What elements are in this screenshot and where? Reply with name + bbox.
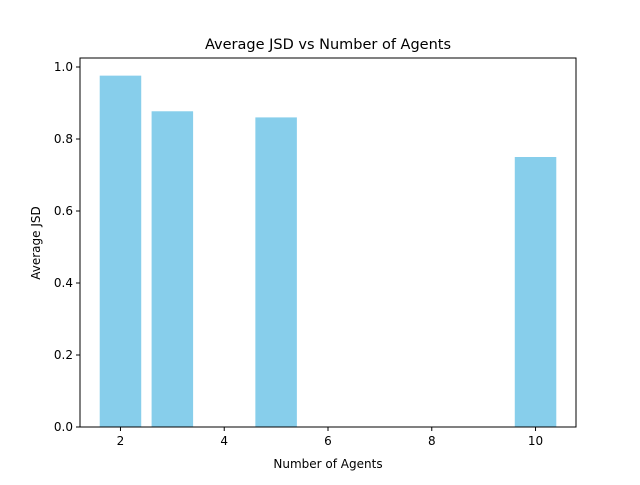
bars-layer (99, 75, 557, 428)
bar-agents-3 (151, 111, 194, 427)
y-tick-label: 1.0 (54, 60, 73, 74)
y-tick-label: 0.2 (54, 348, 73, 362)
x-tick-label: 6 (324, 434, 332, 448)
chart-title: Average JSD vs Number of Agents (205, 37, 451, 53)
bar-agents-2 (99, 75, 142, 427)
bar-agents-5 (255, 117, 297, 428)
x-tick-label: 4 (220, 434, 228, 448)
y-tick-label: 0.8 (54, 132, 73, 146)
bar-agents-10 (514, 157, 557, 427)
y-axis-label: Average JSD (29, 206, 43, 280)
x-tick-label: 10 (528, 434, 543, 448)
y-tick-label: 0.0 (54, 420, 73, 434)
x-tick-label: 2 (117, 434, 125, 448)
x-axis-label: Number of Agents (273, 457, 382, 471)
y-tick-label: 0.4 (54, 276, 73, 290)
x-tick-label: 8 (428, 434, 436, 448)
axes-layer: 2 4 6 8 10 0.0 0.2 0.4 0.6 0.8 1.0 (54, 57, 577, 448)
y-tick-label: 0.6 (54, 204, 73, 218)
